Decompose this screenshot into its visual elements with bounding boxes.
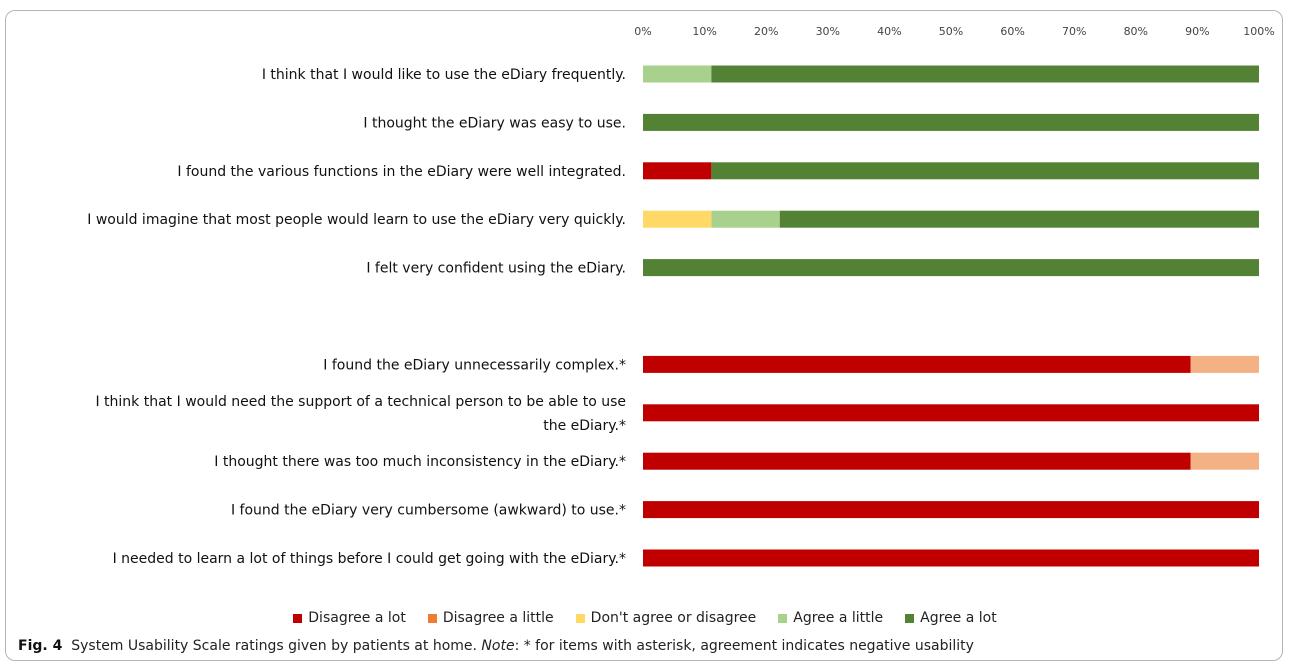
row-label: I felt very confident using the eDiary.: [366, 261, 626, 277]
caption-note-text: : * for items with asterisk, agreement i…: [514, 638, 974, 654]
x-tick-label: 80%: [1124, 25, 1148, 38]
row-label: I found the eDiary very cumbersome (awkw…: [231, 503, 626, 519]
legend-swatch: [778, 613, 788, 623]
x-tick-label: 30%: [816, 25, 840, 38]
bar-segment: [643, 162, 712, 180]
legend-item: Disagree a little: [427, 610, 554, 626]
x-tick-label: 0%: [634, 25, 651, 38]
row-label: I found the eDiary unnecessarily complex…: [323, 357, 626, 373]
bar-segment: [779, 210, 1259, 228]
row-label: I thought there was too much inconsisten…: [214, 454, 626, 470]
bar-segment: [643, 259, 1259, 277]
row-label: I thought the eDiary was easy to use.: [363, 115, 626, 131]
bar-segment: [643, 355, 1191, 373]
figure-caption: Fig. 4 System Usability Scale ratings gi…: [18, 638, 1278, 654]
bar-segment: [643, 501, 1259, 519]
bar-segment: [643, 113, 1259, 131]
caption-text: System Usability Scale ratings given by …: [71, 638, 477, 654]
row-label: I needed to learn a lot of things before…: [113, 551, 626, 567]
row-label: the eDiary.*: [543, 418, 626, 434]
bar-segment: [711, 210, 780, 228]
legend-item: Agree a little: [778, 610, 883, 626]
x-tick-label: 40%: [877, 25, 901, 38]
legend-swatch: [575, 613, 585, 623]
legend-swatch: [905, 613, 915, 623]
legend-swatch: [293, 613, 303, 623]
caption-figure-label: Fig. 4: [18, 638, 63, 654]
legend-label: Agree a little: [793, 610, 884, 626]
row-label: I think that I would need the support of…: [95, 394, 626, 410]
legend-label: Disagree a lot: [308, 610, 406, 626]
x-tick-label: 100%: [1243, 25, 1274, 38]
legend-label: Don't agree or disagree: [590, 610, 757, 626]
bar-segment: [643, 452, 1191, 470]
bar-segment: [1190, 452, 1259, 470]
legend-label: Agree a lot: [920, 610, 997, 626]
row-label: I would imagine that most people would l…: [87, 212, 626, 228]
legend-item: Don't agree or disagree: [575, 610, 757, 626]
legend-swatch: [427, 613, 437, 623]
x-tick-label: 70%: [1062, 25, 1086, 38]
chart-legend: Disagree a lot Disagree a little Don't agr…: [0, 608, 1290, 628]
legend-item: Agree a lot: [905, 610, 997, 626]
x-tick-label: 90%: [1185, 25, 1209, 38]
stacked-bar-chart: 0% 10% 20% 30% 40% 50% 60% 70% 80% 90% 100% I think…: [87, 25, 1274, 567]
bar-segment: [1190, 355, 1259, 373]
row-label: I found the various functions in the eDi…: [177, 164, 626, 180]
row-label: I think that I would like to use the eDi…: [262, 67, 626, 83]
legend-item: Disagree a lot: [293, 610, 406, 626]
x-tick-label: 50%: [939, 25, 963, 38]
bar-segment: [711, 162, 1259, 180]
bar-segment: [643, 210, 712, 228]
bar-segment: [643, 549, 1259, 567]
bar-segment: [711, 65, 1259, 83]
legend-label: Disagree a little: [442, 610, 554, 626]
bar-segment: [643, 404, 1259, 422]
caption-note-label: Note: [481, 638, 515, 654]
bar-segment: [643, 65, 712, 83]
x-tick-label: 20%: [754, 25, 778, 38]
x-tick-label: 10%: [692, 25, 716, 38]
x-tick-label: 60%: [1000, 25, 1024, 38]
